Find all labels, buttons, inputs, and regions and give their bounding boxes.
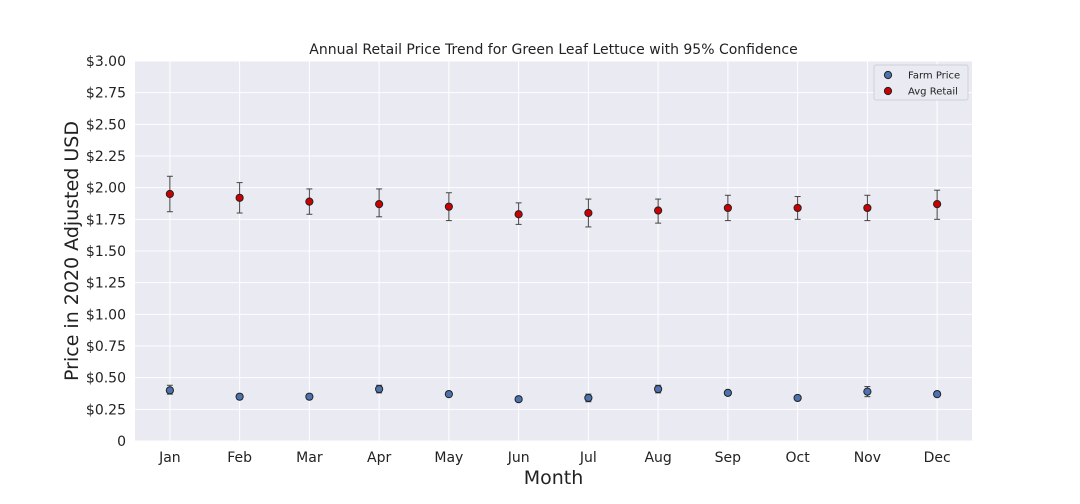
y-tick-label: $0.50 bbox=[86, 371, 126, 387]
data-point bbox=[723, 388, 732, 397]
legend-label: Avg Retail bbox=[908, 87, 958, 98]
data-point bbox=[863, 387, 872, 396]
x-axis-label: Month bbox=[524, 467, 584, 489]
y-tick-label: 0 bbox=[117, 434, 126, 450]
data-point bbox=[165, 386, 174, 395]
data-point bbox=[444, 202, 453, 211]
y-tick-label: $2.75 bbox=[86, 86, 126, 102]
y-tick-label: $1.75 bbox=[86, 212, 126, 228]
chart-title: Annual Retail Price Trend for Green Leaf… bbox=[309, 42, 797, 58]
data-point bbox=[165, 189, 174, 199]
legend-label: Farm Price bbox=[908, 71, 960, 82]
data-point bbox=[514, 210, 523, 219]
legend-box bbox=[873, 64, 969, 101]
x-tick-label: Feb bbox=[227, 450, 252, 466]
data-point bbox=[793, 393, 802, 403]
x-axis-ticks: Jan Feb Mar Apr May Jun Jul Aug Sep Oct Nov Dec bbox=[158, 450, 951, 466]
y-tick-label: $0.75 bbox=[86, 339, 126, 355]
data-point bbox=[375, 200, 384, 209]
y-tick-label: $1.25 bbox=[86, 276, 126, 292]
y-tick-label: $2.50 bbox=[86, 117, 126, 133]
x-tick-label: Jul bbox=[579, 450, 597, 466]
data-point bbox=[723, 203, 732, 213]
y-tick-label: $1.50 bbox=[86, 244, 126, 260]
data-point bbox=[375, 384, 384, 394]
data-point bbox=[584, 393, 593, 403]
data-point bbox=[305, 197, 314, 206]
grid bbox=[135, 60, 972, 442]
x-tick-label: Oct bbox=[786, 450, 811, 466]
data-point bbox=[235, 392, 244, 401]
x-tick-label: Jan bbox=[158, 450, 181, 466]
data-point bbox=[933, 390, 942, 399]
x-tick-label: Apr bbox=[367, 450, 391, 466]
y-tick-label: $2.00 bbox=[86, 181, 126, 197]
data-point bbox=[305, 392, 314, 401]
legend: Farm Price Avg Retail bbox=[873, 64, 969, 101]
x-tick-label: Jun bbox=[507, 450, 530, 466]
y-tick-label: $0.25 bbox=[86, 402, 126, 418]
y-tick-label: $3.00 bbox=[86, 54, 126, 70]
x-tick-label: May bbox=[434, 450, 463, 466]
data-point bbox=[863, 203, 872, 213]
y-tick-label: $1.00 bbox=[86, 307, 126, 323]
y-axis-label: Price in 2020 Adjusted USD bbox=[61, 121, 83, 381]
data-point bbox=[444, 390, 453, 399]
data-point bbox=[793, 203, 802, 213]
legend-marker bbox=[883, 70, 893, 80]
y-axis-ticks: 0 $0.25 $0.50 $0.75 $1.00 $1.25 $1.50 $1.75 $2.0… bbox=[86, 54, 126, 450]
data-point bbox=[654, 384, 663, 394]
x-tick-label: Nov bbox=[854, 450, 881, 466]
data-points bbox=[165, 189, 942, 404]
data-point bbox=[235, 193, 244, 202]
x-tick-label: Sep bbox=[715, 450, 742, 466]
data-point bbox=[584, 208, 593, 218]
legend-marker bbox=[883, 86, 893, 96]
data-point bbox=[654, 206, 663, 215]
x-tick-label: Aug bbox=[644, 450, 671, 466]
x-tick-label: Mar bbox=[296, 450, 323, 466]
data-point bbox=[933, 200, 942, 209]
data-point bbox=[514, 395, 523, 404]
x-tick-label: Dec bbox=[924, 450, 951, 466]
y-tick-label: $2.25 bbox=[86, 149, 126, 165]
